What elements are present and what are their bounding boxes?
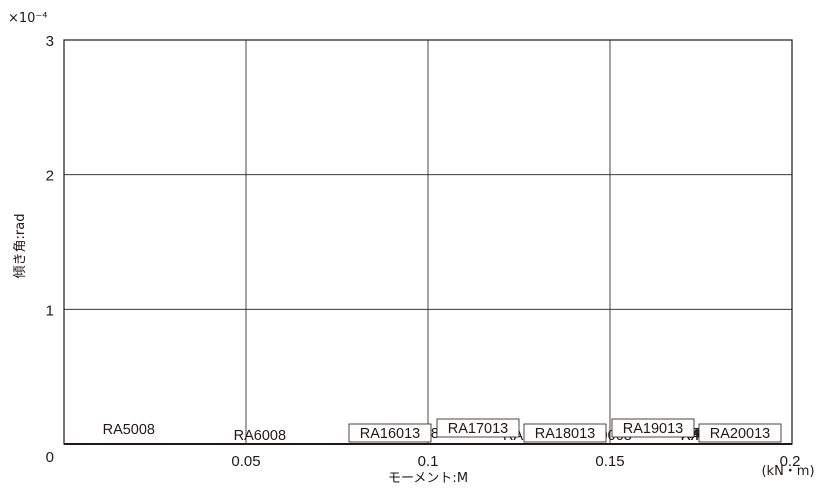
series-label-ra5008: RA5008 bbox=[103, 422, 155, 438]
series-label-ra19013: RA19013 bbox=[623, 421, 683, 437]
series-label-box-ra19013 bbox=[611, 418, 695, 438]
tick-labels: 0.05 0.1 0.15 0.2 1 2 3 0 bbox=[46, 33, 801, 470]
series-label-ra20013: RA20013 bbox=[710, 426, 770, 442]
x-tick-label: 0.1 bbox=[418, 453, 439, 470]
x-tick-label: 0.05 bbox=[231, 453, 260, 470]
y-axis-multiplier: ×10⁻⁴ bbox=[8, 11, 48, 26]
plot-frame bbox=[63, 39, 793, 445]
x-axis-unit: (kN・m) bbox=[761, 464, 814, 479]
x-tick-label: 0.2 bbox=[780, 453, 801, 470]
x-axis-title: モーメント:M bbox=[388, 471, 468, 486]
y-tick-label: 1 bbox=[46, 302, 54, 319]
series-label-ra18013: RA18013 bbox=[535, 426, 595, 442]
series-label-box-ra16013 bbox=[348, 423, 432, 443]
series-label-box-ra17013 bbox=[436, 418, 520, 438]
y-tick-label: 2 bbox=[46, 168, 54, 185]
series-label-ra6008: RA6008 bbox=[234, 428, 286, 444]
x-tick-label: 0.15 bbox=[595, 453, 624, 470]
series-labels: RA5008RA6008RA7008RA8008RA9008RA10008RA1… bbox=[103, 418, 782, 444]
origin-label: 0 bbox=[46, 449, 54, 466]
series-label-ra17013: RA17013 bbox=[448, 421, 508, 437]
series-label-ra16013: RA16013 bbox=[360, 426, 420, 442]
y-axis-title: 傾き角:rad bbox=[13, 214, 28, 279]
series-label-box-ra20013 bbox=[698, 423, 782, 443]
y-tick-label: 3 bbox=[46, 33, 54, 50]
grid-layer bbox=[64, 39, 793, 444]
series-label-box-ra18013 bbox=[523, 423, 607, 443]
